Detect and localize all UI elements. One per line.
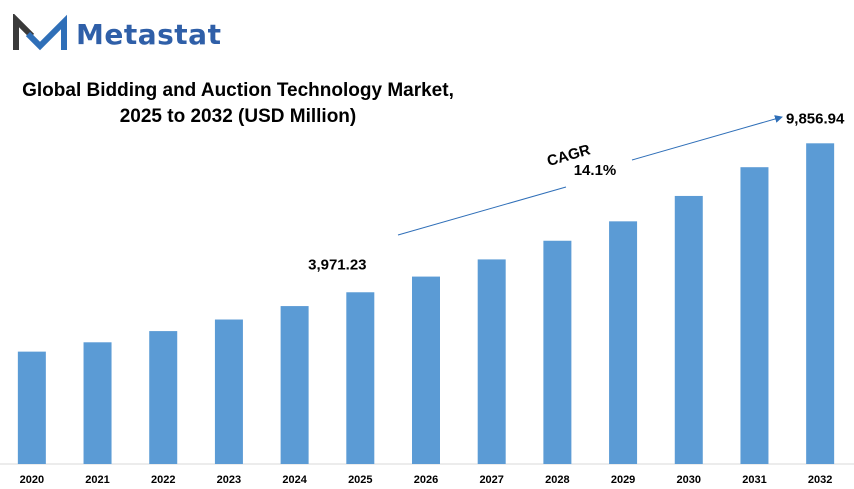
cagr-value: 14.1% — [574, 162, 617, 179]
x-tick-label-2032: 2032 — [808, 474, 832, 486]
bar-2021 — [83, 342, 112, 464]
bar-2027 — [477, 259, 506, 464]
x-tick-label-2029: 2029 — [611, 474, 635, 486]
x-tick-label-2030: 2030 — [677, 474, 701, 486]
metastat-logo-icon — [13, 14, 67, 51]
x-tick-label-2027: 2027 — [479, 474, 503, 486]
brand-logo: Metastat — [12, 14, 221, 54]
bar-2031 — [740, 167, 769, 464]
bar-2023 — [214, 319, 243, 464]
bar-2025 — [346, 292, 375, 464]
x-tick-label-2031: 2031 — [742, 474, 766, 486]
data-label-2025: 3,971.23 — [308, 256, 366, 273]
chart-title-line-2: 2025 to 2032 (USD Million) — [119, 106, 357, 127]
chart-title: Global Bidding and Auction Technology Ma… — [10, 78, 466, 130]
x-tick-label-2028: 2028 — [545, 474, 569, 486]
bar-2020 — [17, 351, 46, 464]
brand-name: Metastat — [76, 17, 222, 51]
cagr-arrow-segment-2 — [631, 115, 783, 161]
x-tick-label-2026: 2026 — [414, 474, 438, 486]
x-tick-label-2023: 2023 — [217, 474, 241, 486]
x-tick-label-2025: 2025 — [348, 474, 372, 486]
x-tick-label-2021: 2021 — [85, 474, 109, 486]
bar-2032 — [806, 143, 835, 464]
x-tick-label-2024: 2024 — [282, 474, 307, 486]
bar-2028 — [543, 240, 572, 464]
x-tick-label-2022: 2022 — [151, 474, 175, 486]
bar-2030 — [674, 195, 703, 465]
cagr-arrow-segment-1 — [397, 186, 567, 236]
bar-2029 — [609, 221, 638, 464]
data-label-2032: 9,856.94 — [786, 110, 845, 127]
chart-title-line-1: Global Bidding and Auction Technology Ma… — [22, 80, 454, 101]
bar-2024 — [280, 306, 309, 464]
bar-2026 — [412, 276, 440, 464]
bar-2022 — [149, 331, 178, 464]
x-tick-label-2020: 2020 — [20, 474, 44, 486]
